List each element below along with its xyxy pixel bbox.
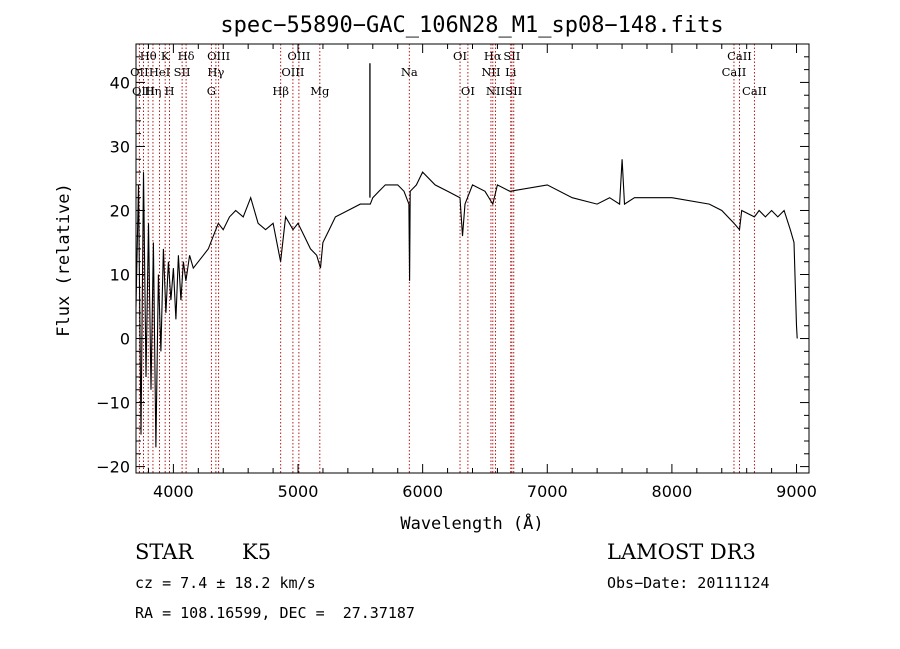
x-axis-label: Wavelength (Å) — [400, 512, 543, 534]
spectrum-line — [135, 159, 798, 448]
x-tick-label: 8000 — [652, 482, 693, 501]
y-tick-label: 0 — [120, 330, 130, 349]
line-marker-label: K — [161, 49, 170, 63]
line-marker-label: OI — [461, 84, 475, 98]
x-tick-label: 9000 — [776, 482, 817, 501]
line-marker-label: Hη — [144, 84, 161, 98]
spectral-subclass: K5 — [242, 540, 272, 564]
y-tick-label: −20 — [96, 458, 130, 477]
line-marker-label: OI — [453, 49, 467, 63]
y-axis-label: Flux (relative) — [54, 183, 74, 337]
spectral-class: STAR — [135, 540, 194, 564]
y-tick-label: 40 — [110, 73, 130, 92]
line-marker-label: HeI — [149, 65, 170, 79]
x-tick-label: 4000 — [153, 482, 194, 501]
line-marker-label: NII — [481, 65, 500, 79]
line-marker-label: OIII — [132, 84, 155, 98]
y-tick-label: −10 — [96, 394, 130, 413]
line-marker-label: NII — [486, 84, 505, 98]
line-marker-label: Hβ — [272, 84, 289, 98]
line-marker-label: OIII — [207, 49, 230, 63]
coordinates: RA = 108.16599, DEC = 27.37187 — [135, 604, 415, 622]
line-marker-label: Na — [401, 65, 418, 79]
x-tick-label: 6000 — [402, 482, 443, 501]
y-tick-label: 30 — [110, 137, 130, 156]
line-marker-label: CaII — [727, 49, 752, 63]
y-tick-label: 10 — [110, 266, 130, 285]
redshift-readout: cz = 7.4 ± 18.2 km/s — [135, 574, 316, 592]
x-tick-label: 5000 — [278, 482, 319, 501]
line-marker-label: OIII — [281, 65, 304, 79]
line-marker-label: CaII — [742, 84, 767, 98]
line-marker-label: OIII — [287, 49, 310, 63]
line-marker-label: SII — [174, 65, 191, 79]
x-tick-label: 7000 — [527, 482, 568, 501]
line-marker-label: H — [165, 84, 175, 98]
line-marker-label: Hγ — [207, 65, 224, 79]
line-marker-label: Hα — [484, 49, 502, 63]
line-marker-label: SII — [505, 84, 522, 98]
line-marker-label: Hθ — [140, 49, 157, 63]
line-marker-label: CaII — [722, 65, 747, 79]
line-marker-label: Hδ — [178, 49, 195, 63]
line-marker-label: G — [207, 84, 216, 98]
axis-ticks: 4000 5000 6000 7000 8000 9000 −20 −10 0 10 20 30 40 — [96, 44, 817, 501]
y-tick-label: 20 — [110, 201, 130, 220]
plot-frame — [135, 43, 810, 474]
line-marker-label: Mg — [310, 84, 330, 98]
survey-name: LAMOST DR3 — [607, 540, 756, 564]
line-marker-label: SII — [503, 49, 520, 63]
line-marker-label: OII — [130, 65, 149, 79]
obs-date: Obs−Date: 20111124 — [607, 574, 770, 592]
line-marker-label: Li — [505, 65, 517, 79]
chart-title: spec−55890−GAC_106N28_M1_sp08−148.fits — [220, 13, 723, 38]
